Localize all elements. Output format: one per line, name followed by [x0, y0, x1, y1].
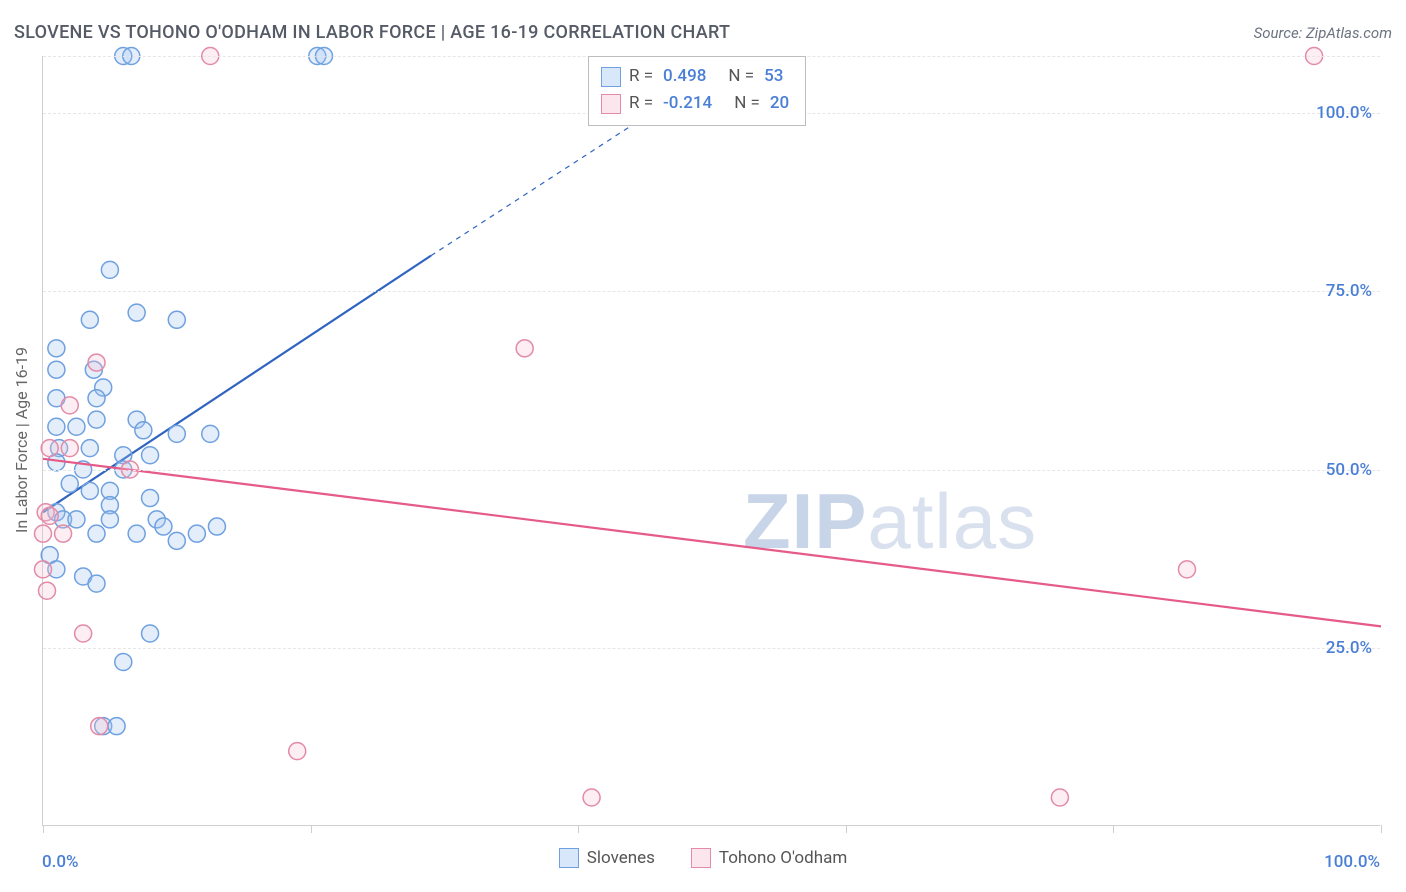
gridline-h — [43, 648, 1380, 649]
data-point-slovenes — [101, 261, 118, 278]
data-point-tohono — [41, 507, 58, 524]
data-point-slovenes — [128, 304, 145, 321]
data-point-slovenes — [68, 511, 85, 528]
plot-svg — [43, 56, 1380, 825]
data-point-slovenes — [142, 447, 159, 464]
data-point-slovenes — [142, 490, 159, 507]
data-point-slovenes — [108, 718, 125, 735]
legend-swatch — [601, 67, 621, 87]
data-point-slovenes — [101, 511, 118, 528]
legend-n-value: 20 — [770, 90, 789, 117]
y-axis-title: In Labor Force | Age 16-19 — [12, 347, 31, 533]
data-point-slovenes — [168, 532, 185, 549]
source-label: Source: ZipAtlas.com — [1254, 24, 1392, 42]
data-point-slovenes — [68, 418, 85, 435]
gridline-h — [43, 291, 1380, 292]
data-point-tohono — [61, 440, 78, 457]
data-point-slovenes — [81, 482, 98, 499]
legend-n-label: N = — [728, 63, 754, 90]
chart-header: SLOVENE VS TOHONO O'ODHAM IN LABOR FORCE… — [14, 22, 1392, 43]
correlation-legend: R =0.498N =53R =-0.214N =20 — [588, 56, 806, 126]
data-point-slovenes — [88, 575, 105, 592]
x-tick — [311, 825, 312, 833]
data-point-slovenes — [88, 411, 105, 428]
data-point-tohono — [1178, 561, 1195, 578]
data-point-slovenes — [88, 390, 105, 407]
data-point-slovenes — [48, 361, 65, 378]
legend-swatch — [691, 848, 711, 868]
data-point-slovenes — [128, 525, 145, 542]
data-point-tohono — [39, 582, 56, 599]
y-tick-label: 25.0% — [1326, 638, 1372, 658]
data-point-tohono — [1051, 789, 1068, 806]
data-point-tohono — [55, 525, 72, 542]
data-point-slovenes — [88, 525, 105, 542]
series-legend-item: Slovenes — [559, 848, 655, 868]
data-point-tohono — [35, 561, 52, 578]
x-tick — [578, 825, 579, 833]
data-point-slovenes — [142, 625, 159, 642]
data-point-slovenes — [188, 525, 205, 542]
data-point-tohono — [516, 340, 533, 357]
y-tick-label: 50.0% — [1326, 460, 1372, 480]
data-point-slovenes — [135, 422, 152, 439]
legend-n-label: N = — [734, 90, 760, 117]
data-point-tohono — [88, 354, 105, 371]
data-point-tohono — [61, 397, 78, 414]
data-point-slovenes — [61, 475, 78, 492]
x-tick — [1381, 825, 1382, 833]
chart-title: SLOVENE VS TOHONO O'ODHAM IN LABOR FORCE… — [14, 22, 730, 43]
data-point-slovenes — [48, 340, 65, 357]
series-legend: Slovenes Tohono O'odham — [0, 848, 1406, 873]
data-point-slovenes — [208, 518, 225, 535]
gridline-h — [43, 470, 1380, 471]
legend-swatch — [601, 94, 621, 114]
series-legend-label: Tohono O'odham — [719, 848, 847, 868]
legend-n-value: 53 — [764, 63, 783, 90]
series-legend-item: Tohono O'odham — [691, 848, 847, 868]
data-point-tohono — [289, 743, 306, 760]
data-point-slovenes — [168, 425, 185, 442]
x-tick — [1113, 825, 1114, 833]
x-tick — [43, 825, 44, 833]
data-point-slovenes — [155, 518, 172, 535]
data-point-tohono — [75, 625, 92, 642]
data-point-slovenes — [115, 654, 132, 671]
data-point-slovenes — [81, 440, 98, 457]
x-tick — [846, 825, 847, 833]
legend-r-label: R = — [629, 90, 653, 117]
legend-r-label: R = — [629, 63, 653, 90]
legend-r-value: 0.498 — [663, 63, 706, 90]
legend-r-value: -0.214 — [663, 90, 712, 117]
data-point-slovenes — [202, 425, 219, 442]
data-point-slovenes — [168, 311, 185, 328]
correlation-legend-row: R = 0.498 N = 53 — [601, 63, 789, 90]
data-point-tohono — [41, 440, 58, 457]
data-point-slovenes — [48, 418, 65, 435]
trend-line-tohono — [43, 459, 1381, 627]
data-point-tohono — [583, 789, 600, 806]
data-point-slovenes — [81, 311, 98, 328]
data-point-tohono — [35, 525, 52, 542]
legend-swatch — [559, 848, 579, 868]
y-tick-label: 75.0% — [1326, 281, 1372, 301]
data-point-tohono — [91, 718, 108, 735]
correlation-legend-row: R = -0.214 N = 20 — [601, 90, 789, 117]
y-tick-label: 100.0% — [1316, 103, 1372, 123]
plot-area: ZIPatlas 25.0%50.0%75.0%100.0% — [42, 56, 1380, 826]
series-legend-label: Slovenes — [587, 848, 655, 868]
